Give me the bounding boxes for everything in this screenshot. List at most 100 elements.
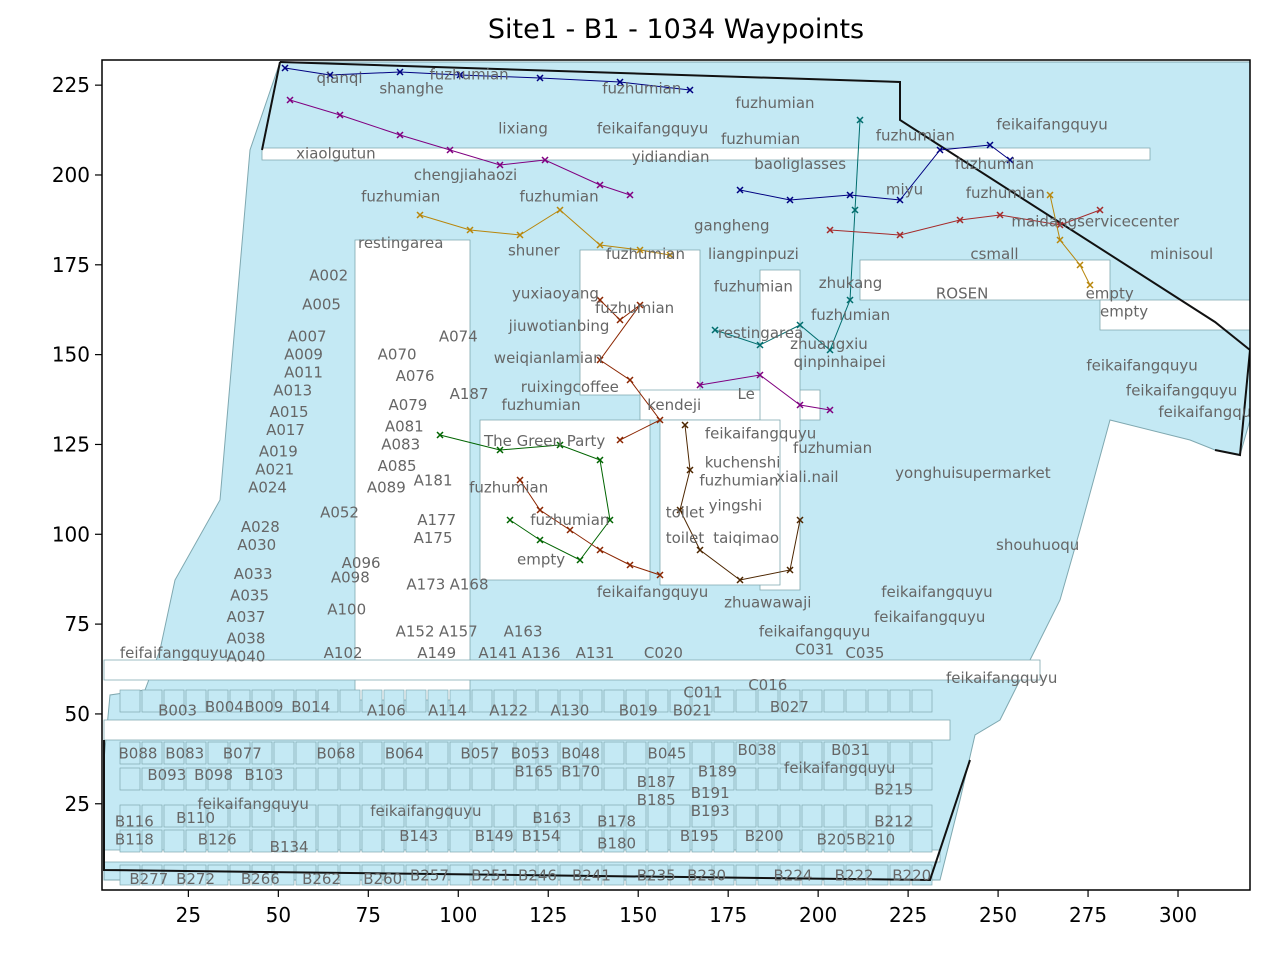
shop-cell (823, 864, 845, 886)
waypoint-marker (1006, 156, 1014, 164)
shop-cell (251, 767, 273, 791)
waypoint-marker (1096, 206, 1104, 214)
store-label: fuzhumian (530, 511, 609, 529)
shop-cell (911, 829, 933, 853)
waypoint-marker (686, 466, 694, 474)
shop-cell (669, 864, 691, 886)
store-label: A131 (576, 644, 615, 662)
store-label: B126 (198, 831, 237, 849)
store-label: restingarea (718, 324, 803, 342)
shop-cell (713, 767, 735, 791)
waypoint-marker (756, 341, 764, 349)
store-label: feikaifangquyu (759, 622, 870, 640)
waypoint-marker (681, 421, 689, 429)
waypoint-route (699, 374, 831, 411)
store-label: B154 (522, 827, 561, 845)
shop-cell (757, 741, 779, 765)
shop-cell (735, 829, 757, 853)
shop-cell (273, 689, 295, 713)
store-label: A081 (385, 417, 424, 435)
shop-cell (801, 741, 823, 765)
shop-cell (163, 804, 185, 828)
store-label: shuner (508, 241, 561, 259)
store-label: feikaifangquyu (784, 759, 895, 777)
store-label: B110 (176, 809, 215, 827)
store-label: fuzhumian (501, 396, 580, 414)
store-label: A040 (226, 647, 265, 665)
store-label: A015 (270, 403, 309, 421)
x-tick-label: 50 (266, 903, 291, 927)
shop-cell (867, 804, 889, 828)
waypoint-marker (736, 186, 744, 194)
waypoint-marker (626, 376, 634, 384)
shop-cell (559, 741, 581, 765)
store-label: chengjiahaozi (414, 166, 517, 184)
shop-cell (823, 741, 845, 765)
shop-cell (493, 767, 515, 791)
store-label: fuzhumian (699, 471, 778, 489)
store-label: minisoul (1150, 245, 1213, 263)
store-label: toilet (666, 529, 705, 547)
shop-cell (295, 689, 317, 713)
shop-cell (581, 804, 603, 828)
y-tick-label: 125 (52, 432, 90, 456)
shop-cell (889, 804, 911, 828)
store-label: A096 (342, 554, 381, 572)
shop-cell (581, 689, 603, 713)
shop-cell (339, 829, 361, 853)
store-label: A074 (439, 328, 478, 346)
shop-cell (889, 767, 911, 791)
shop-cell (669, 804, 691, 828)
shop-cell (691, 767, 713, 791)
shop-cell (911, 767, 933, 791)
shop-cell (339, 689, 361, 713)
store-label: A102 (324, 644, 363, 662)
shop-cell (383, 689, 405, 713)
store-label: The Green Party (483, 432, 605, 450)
shop-cell (757, 829, 779, 853)
shop-cell (603, 767, 625, 791)
store-label: feikaifangquyu (597, 119, 708, 137)
waypoint-route (829, 209, 1101, 236)
shop-cell (405, 829, 427, 853)
store-label: zhuawawaji (724, 594, 811, 612)
store-label: yonghuisupermarket (895, 464, 1051, 482)
shop-cell (493, 804, 515, 828)
store-label: B200 (745, 827, 784, 845)
shop-cell (823, 829, 845, 853)
store-label: fuzhumian (955, 155, 1034, 173)
store-label: B149 (475, 827, 514, 845)
waypoint-marker (996, 211, 1004, 219)
corridor (103, 659, 1041, 681)
shop-cell (119, 829, 141, 853)
x-tick-label: 225 (889, 903, 927, 927)
shop-cell (317, 689, 339, 713)
shop-cell (669, 689, 691, 713)
store-label: A005 (302, 295, 341, 313)
store-label: B189 (698, 762, 737, 780)
store-label: B205 (817, 831, 856, 849)
waypoint-marker (676, 506, 684, 514)
store-label: B118 (115, 831, 154, 849)
shop-cell (317, 804, 339, 828)
y-tick-label: 175 (52, 253, 90, 277)
store-label: fuzhumian (876, 126, 955, 144)
shop-cell (185, 864, 207, 886)
shop-cell (251, 829, 273, 853)
waypoint-paths (281, 64, 1104, 584)
waypoint-marker (596, 296, 604, 304)
store-label: C016 (748, 676, 787, 694)
waypoint-route (519, 479, 661, 576)
shop-cell (823, 767, 845, 791)
store-label: B053 (511, 744, 550, 762)
shop-cell (141, 741, 163, 765)
waypoint-marker (616, 316, 624, 324)
waypoint-marker (1056, 221, 1064, 229)
waypoint-marker (596, 456, 604, 464)
waypoint-marker (281, 64, 289, 72)
store-label: B116 (115, 813, 154, 831)
shop-cell (471, 689, 493, 713)
store-label: A187 (450, 385, 489, 403)
store-label: weiqianlamian (494, 349, 603, 367)
